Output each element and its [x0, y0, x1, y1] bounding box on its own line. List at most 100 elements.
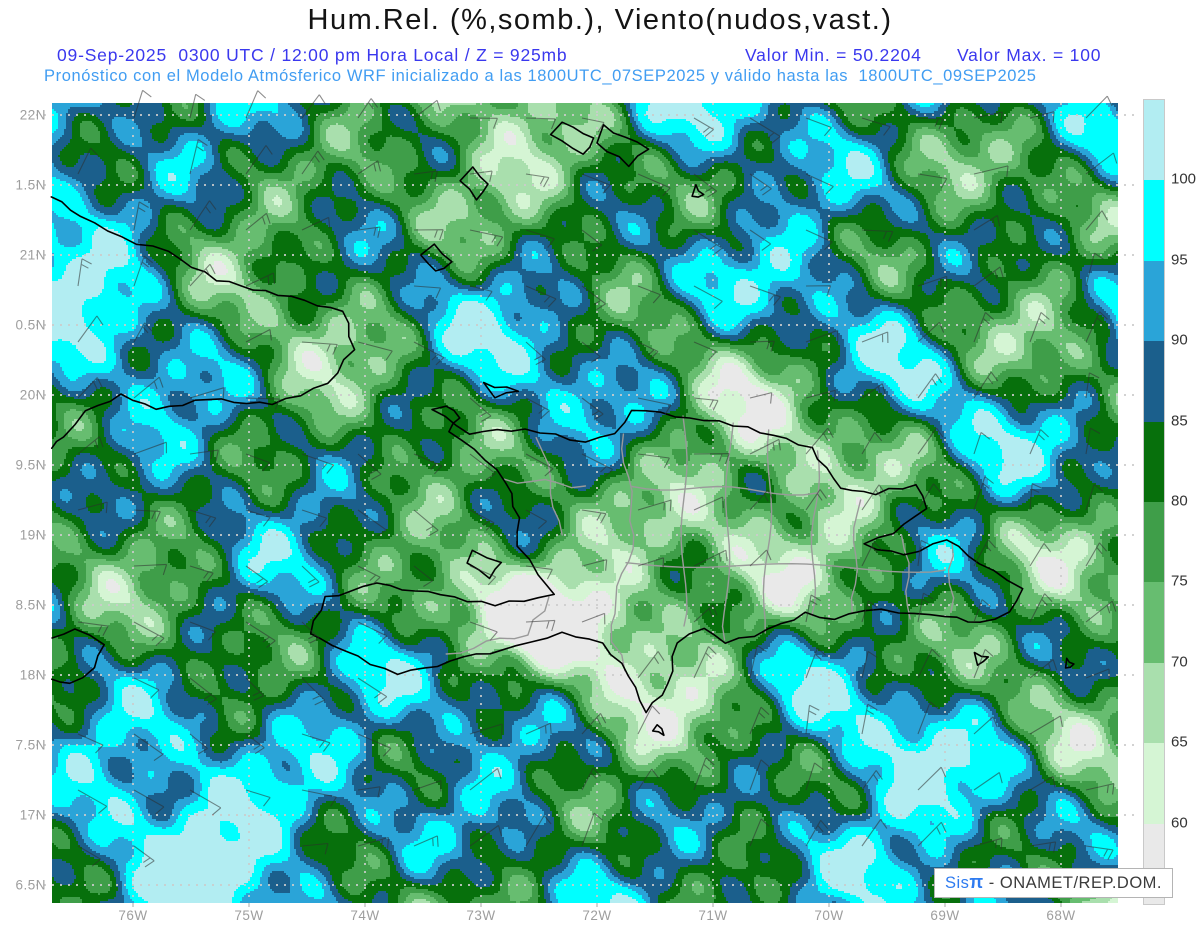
- wind-barb: [301, 789, 337, 807]
- wind-barb: [805, 427, 834, 455]
- wind-barb: [749, 438, 781, 455]
- wind-barb: [749, 706, 770, 735]
- wind-barb: [749, 645, 767, 679]
- wind-barbs: [77, 89, 1118, 868]
- wind-barb: [357, 226, 381, 238]
- coastline-caicos-east: [596, 124, 650, 168]
- wind-barb: [805, 762, 824, 791]
- wind-barb: [525, 397, 550, 419]
- wind-barb: [357, 98, 379, 119]
- province-border: [850, 499, 862, 613]
- wind-barb: [413, 779, 442, 792]
- coastline-mona: [1064, 657, 1075, 669]
- wind-barb: [805, 173, 834, 195]
- wind-barb: [973, 539, 996, 567]
- wind-barb: [525, 722, 552, 735]
- wind-barb: [637, 341, 659, 360]
- wind-barb: [133, 322, 153, 343]
- wind-barb: [77, 621, 109, 637]
- wind-barb: [245, 145, 273, 175]
- wind-barb: [301, 94, 326, 119]
- wind-barb: [357, 621, 387, 644]
- wind-barb: [917, 173, 948, 189]
- province-border: [947, 541, 955, 613]
- coastline-saona: [973, 651, 990, 666]
- colorbar-tick-label: 90: [1171, 331, 1188, 349]
- wind-barb: [973, 431, 991, 455]
- wind-barb: [1085, 668, 1110, 681]
- wind-barb: [805, 489, 827, 511]
- wind-barb: [189, 733, 208, 755]
- wind-barb: [357, 677, 388, 704]
- coastline-tortuga: [482, 381, 520, 399]
- wind-barb: [861, 650, 878, 679]
- colorbar-segment: [1144, 502, 1164, 583]
- colorbar-tick-label: 85: [1171, 412, 1188, 430]
- wind-barb: [693, 646, 717, 679]
- wind-barb: [1085, 600, 1117, 623]
- wind-barb: [357, 836, 390, 849]
- coastline-jamaica-east: [51, 628, 105, 685]
- wind-barb: [189, 93, 206, 119]
- wind-barb: [245, 509, 271, 527]
- wind-barb: [245, 621, 276, 648]
- wind-barb: [133, 509, 161, 522]
- coastline-cuba-southeast: [50, 196, 356, 449]
- wind-barb: [1085, 252, 1104, 287]
- wind-barb: [189, 387, 225, 399]
- province-border: [721, 422, 734, 641]
- wind-barb: [133, 621, 165, 647]
- wind-barb: [469, 397, 492, 422]
- lon-tick-label: 71W: [698, 908, 728, 923]
- wind-barb: [413, 509, 439, 537]
- province-border: [810, 450, 821, 617]
- wind-barb: [973, 266, 1004, 287]
- wind-barb: [749, 173, 772, 196]
- province-border: [631, 485, 819, 496]
- wind-barb: [1029, 429, 1049, 455]
- coastline-beata: [651, 724, 665, 737]
- wind-barb: [917, 117, 944, 130]
- wind-barb: [861, 117, 891, 136]
- wind-barb: [133, 677, 160, 698]
- lon-tick-label: 75W: [234, 908, 264, 923]
- wind-barb: [581, 559, 608, 571]
- lon-tick-label: 69W: [930, 908, 960, 923]
- wind-barb: [469, 509, 495, 531]
- wind-barb: [749, 285, 781, 306]
- wind-barb: [413, 835, 439, 847]
- wind-barb: [861, 383, 886, 399]
- wind-barb: [805, 819, 829, 847]
- wind-barb: [133, 845, 155, 868]
- wind-barb: [693, 397, 719, 411]
- wind-barb: [693, 604, 718, 623]
- wind-barb: [693, 453, 730, 465]
- wind-barb: [861, 331, 889, 344]
- wind-barb: [301, 509, 328, 528]
- wind-barb: [581, 173, 611, 194]
- wind-barb: [525, 173, 550, 188]
- wind-barb: [245, 212, 271, 231]
- wind-barb: [693, 549, 728, 567]
- wind-barb: [973, 111, 1003, 124]
- wind-barb: [357, 160, 382, 175]
- wind-barb: [133, 733, 164, 762]
- wind-barb: [1029, 593, 1053, 623]
- wind-barb: [637, 705, 661, 735]
- wind-barb: [1085, 95, 1113, 119]
- wind-barb: [413, 170, 438, 182]
- wind-barb: [1085, 483, 1104, 511]
- wind-barb: [917, 701, 939, 735]
- wind-barb: [189, 449, 219, 462]
- humidity-shaded-field: [52, 103, 1118, 903]
- wind-barb: [581, 509, 607, 524]
- wind-barb: [77, 845, 101, 867]
- province-border: [762, 429, 773, 634]
- wind-barb: [973, 371, 999, 399]
- wind-barb: [861, 432, 883, 455]
- wind-barb: [525, 117, 557, 130]
- wind-barb: [1085, 152, 1118, 175]
- wind-barb: [581, 341, 601, 363]
- wind-barb: [77, 789, 108, 814]
- lat-tick-label: 18N: [19, 667, 46, 683]
